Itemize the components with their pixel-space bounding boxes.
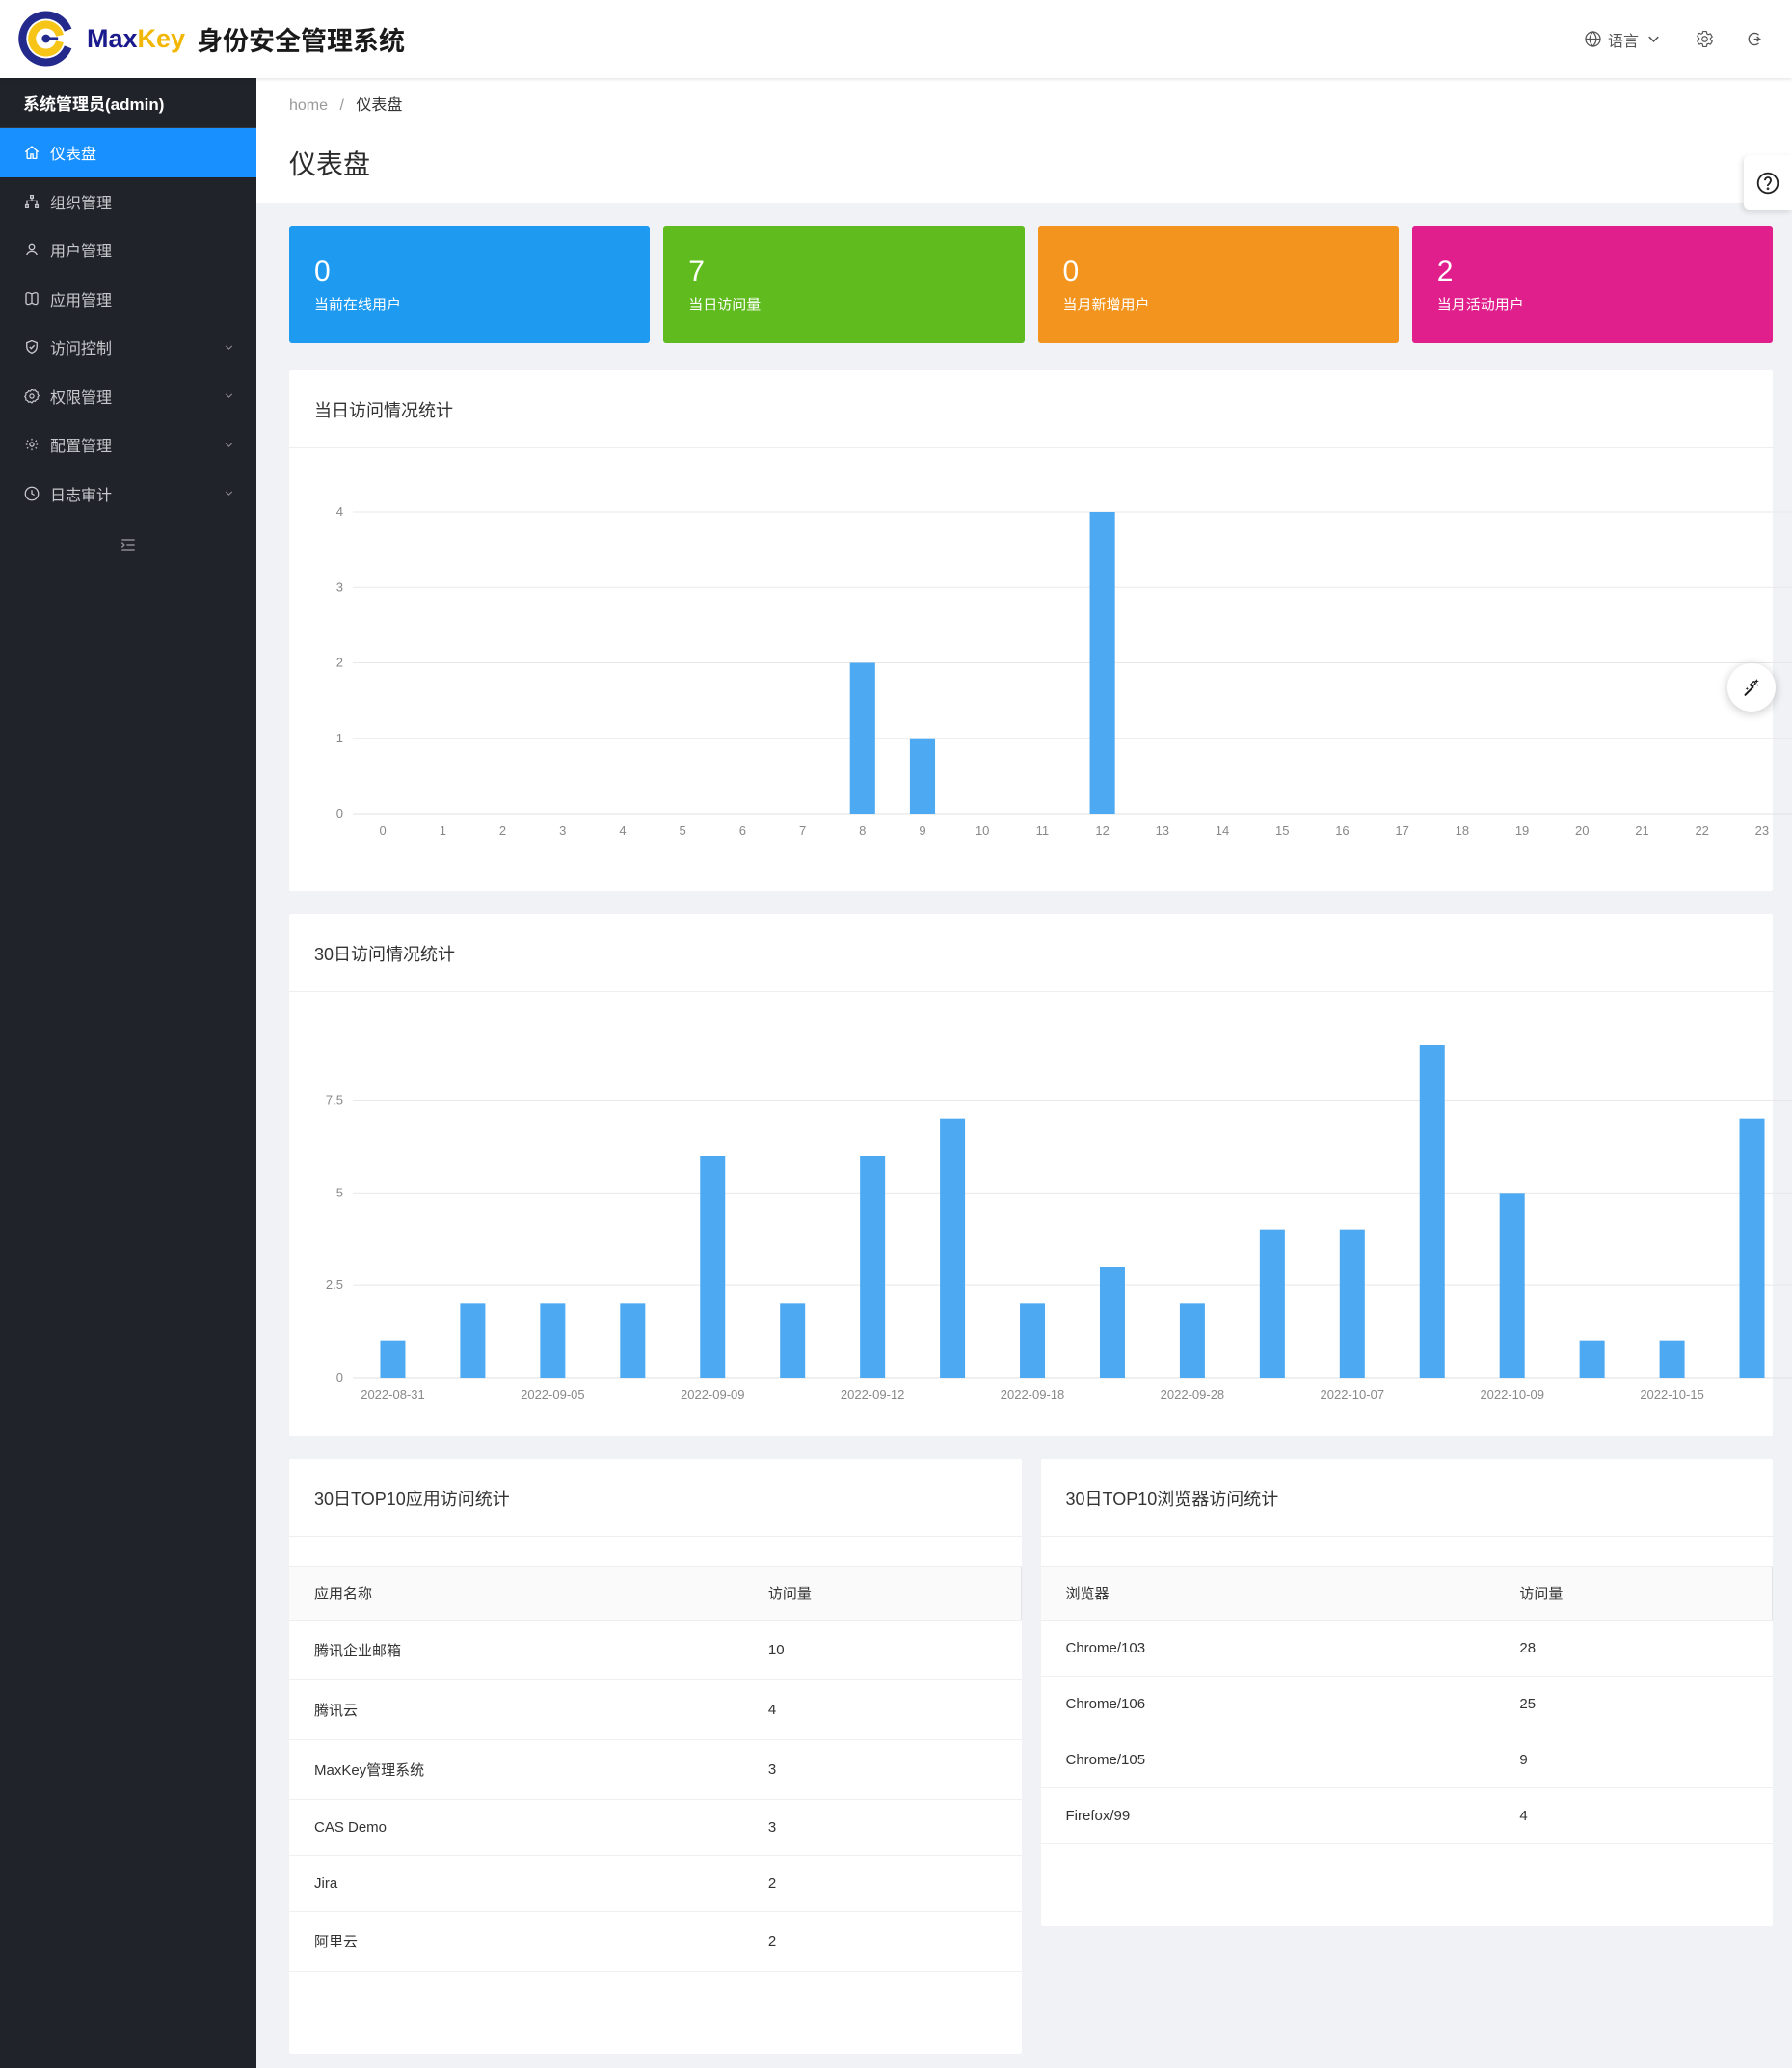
svg-text:21: 21 [1635,823,1648,838]
svg-text:2022-09-18: 2022-09-18 [1001,1387,1065,1402]
svg-text:17: 17 [1395,823,1408,838]
svg-text:19: 19 [1515,823,1529,838]
svg-text:18: 18 [1456,823,1469,838]
svg-text:4: 4 [336,504,343,519]
svg-text:11: 11 [1036,823,1050,838]
svg-text:2022-09-28: 2022-09-28 [1161,1387,1225,1402]
svg-text:2022-09-05: 2022-09-05 [521,1387,585,1402]
svg-text:7: 7 [799,823,806,838]
svg-text:13: 13 [1156,823,1169,838]
svg-text:0: 0 [336,806,343,820]
svg-text:3: 3 [336,579,343,594]
svg-text:20: 20 [1575,823,1589,838]
svg-text:15: 15 [1275,823,1289,838]
svg-text:5: 5 [336,1185,343,1199]
svg-text:4: 4 [619,823,626,838]
svg-text:3: 3 [559,823,566,838]
svg-text:1: 1 [336,731,343,745]
svg-text:22: 22 [1695,823,1708,838]
svg-text:7.5: 7.5 [326,1093,343,1108]
svg-text:2.5: 2.5 [326,1277,343,1292]
svg-text:2: 2 [336,656,343,670]
svg-text:2022-08-31: 2022-08-31 [361,1387,425,1402]
svg-text:2022-10-07: 2022-10-07 [1321,1387,1385,1402]
svg-text:2022-10-09: 2022-10-09 [1480,1387,1544,1402]
svg-text:0: 0 [379,823,386,838]
svg-text:16: 16 [1335,823,1349,838]
svg-text:2022-09-09: 2022-09-09 [681,1387,745,1402]
svg-text:1: 1 [440,823,446,838]
svg-text:14: 14 [1216,823,1229,838]
svg-text:6: 6 [739,823,746,838]
svg-text:2022-09-12: 2022-09-12 [841,1387,905,1402]
svg-text:9: 9 [919,823,925,838]
svg-text:12: 12 [1095,823,1109,838]
svg-text:5: 5 [680,823,686,838]
svg-text:2022-10-15: 2022-10-15 [1640,1387,1704,1402]
svg-text:2: 2 [499,823,506,838]
svg-text:10: 10 [976,823,989,838]
svg-text:8: 8 [859,823,866,838]
svg-text:0: 0 [336,1370,343,1384]
svg-text:23: 23 [1755,823,1769,838]
